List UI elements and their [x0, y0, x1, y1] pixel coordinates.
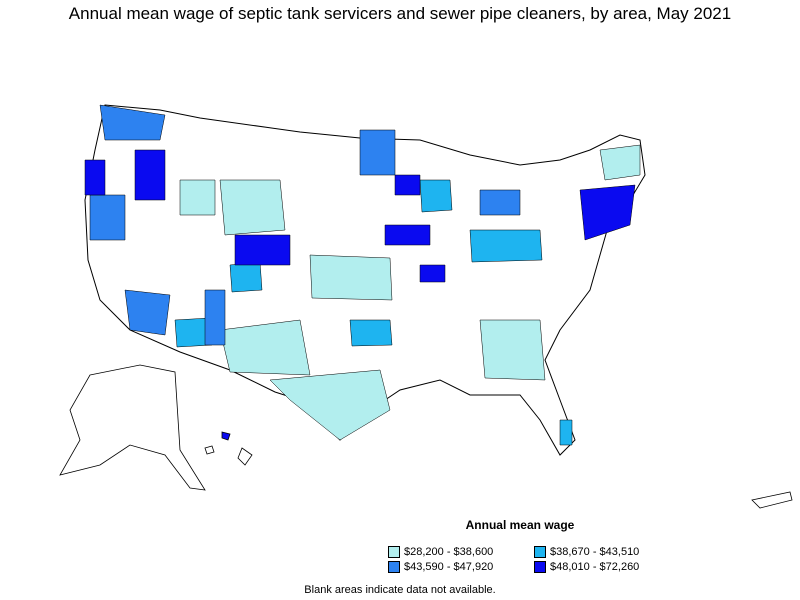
- footnote: Blank areas indicate data not available.: [304, 584, 496, 596]
- legend-swatch-3: [388, 561, 400, 573]
- wage-band-1-regions: [179, 144, 641, 441]
- legend-label-3: $43,590 - $47,920: [404, 561, 494, 573]
- legend-swatch-4: [534, 561, 546, 573]
- legend-swatch-1: [388, 546, 400, 558]
- wage-band-2-regions: [174, 179, 573, 446]
- legend-title: Annual mean wage: [465, 518, 575, 532]
- puerto-rico-outline: [751, 491, 793, 509]
- legend-item-4: $48,010 - $72,260: [534, 561, 639, 573]
- legend-label-2: $38,670 - $43,510: [550, 546, 640, 558]
- legend-item-1: $28,200 - $38,600: [388, 546, 493, 558]
- wage-band-3-regions: [89, 104, 521, 346]
- legend-label-4: $48,010 - $72,260: [550, 561, 640, 573]
- legend-swatch-2: [534, 546, 546, 558]
- map-title: Annual mean wage of septic tank servicer…: [68, 4, 732, 23]
- legend-item-3: $43,590 - $47,920: [388, 561, 493, 573]
- wage-band-4-regions: [84, 149, 636, 283]
- legend-label-1: $28,200 - $38,600: [404, 546, 494, 558]
- legend-item-2: $38,670 - $43,510: [534, 546, 639, 558]
- alaska-outline: [59, 364, 206, 491]
- hawaii-outline: [204, 431, 253, 466]
